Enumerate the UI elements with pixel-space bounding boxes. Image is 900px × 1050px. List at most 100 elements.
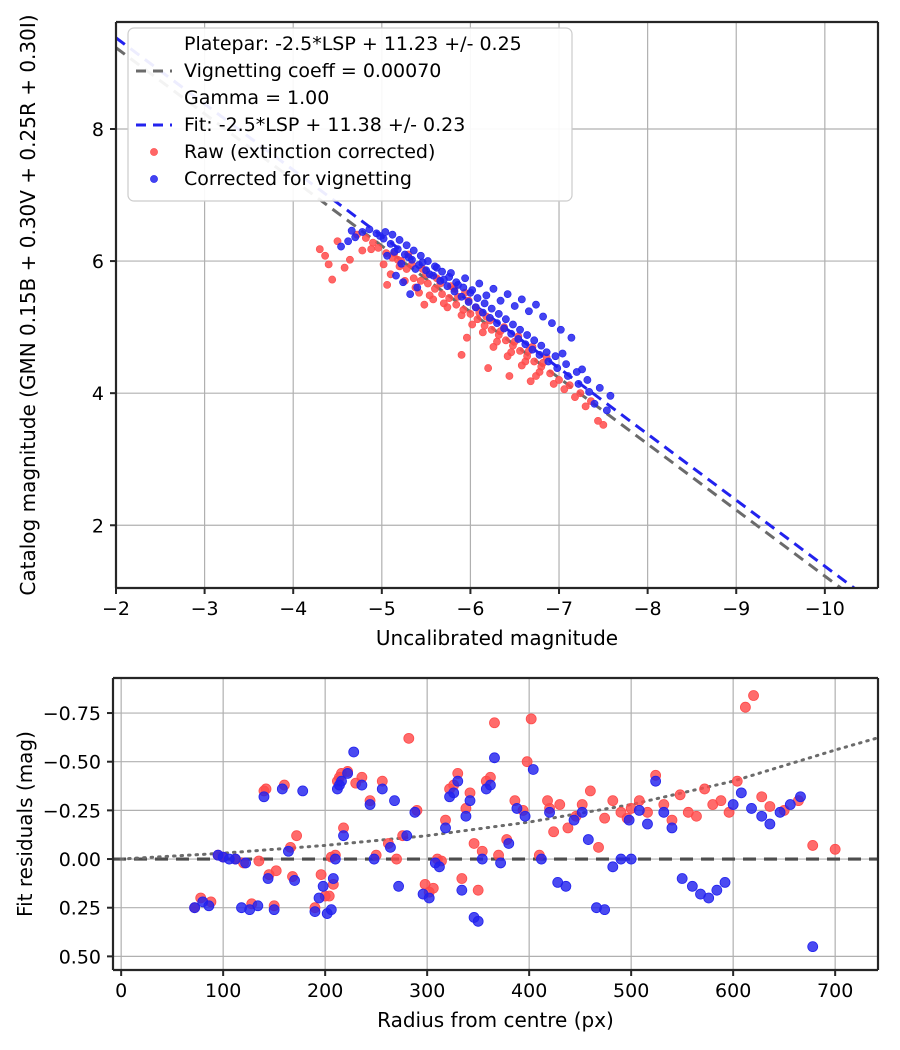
data-point bbox=[525, 713, 537, 725]
data-point bbox=[438, 267, 446, 276]
data-point bbox=[510, 302, 519, 310]
data-point bbox=[553, 364, 562, 372]
y-tick-label: 2 bbox=[92, 515, 104, 537]
data-point bbox=[625, 853, 637, 865]
data-point bbox=[433, 861, 445, 873]
data-point bbox=[585, 387, 594, 396]
data-point bbox=[376, 232, 384, 240]
data-point bbox=[340, 263, 349, 272]
data-point bbox=[764, 801, 776, 812]
data-point bbox=[606, 391, 615, 400]
data-point bbox=[329, 853, 341, 865]
lower-xaxis-label: Radius from centre (px) bbox=[377, 1008, 614, 1032]
data-point bbox=[486, 313, 494, 322]
data-point bbox=[445, 294, 454, 302]
data-point bbox=[253, 855, 265, 867]
data-point bbox=[487, 325, 496, 334]
data-point bbox=[582, 834, 594, 845]
data-point bbox=[473, 315, 482, 324]
data-point bbox=[551, 352, 560, 361]
data-point bbox=[443, 282, 452, 291]
data-point bbox=[487, 304, 496, 313]
data-point bbox=[593, 841, 604, 853]
data-point bbox=[223, 853, 235, 865]
data-point bbox=[425, 270, 434, 279]
data-point bbox=[686, 880, 698, 892]
data-point bbox=[342, 767, 354, 779]
data-point bbox=[480, 321, 489, 330]
y-tick-label: 8 bbox=[92, 119, 104, 141]
data-point bbox=[528, 345, 537, 354]
data-point bbox=[374, 243, 383, 252]
data-point bbox=[252, 900, 264, 912]
data-point bbox=[516, 325, 524, 334]
data-point bbox=[478, 328, 487, 337]
data-point bbox=[327, 873, 339, 884]
data-point bbox=[542, 348, 551, 357]
data-point bbox=[258, 791, 270, 803]
data-point bbox=[462, 333, 471, 342]
lower-yaxis-label: Fit residuals (mag) bbox=[13, 731, 37, 917]
data-point bbox=[576, 806, 588, 818]
data-point bbox=[756, 791, 768, 803]
data-point bbox=[356, 779, 368, 791]
x-tick-label: −5 bbox=[368, 598, 396, 620]
data-point bbox=[784, 799, 796, 810]
data-point bbox=[472, 884, 484, 896]
legend-label: Fit: -2.5*LSP + 11.38 +/- 0.23 bbox=[184, 114, 465, 136]
data-point bbox=[560, 385, 569, 394]
data-point bbox=[392, 271, 400, 280]
data-point bbox=[807, 941, 819, 953]
legend-entry: Fit: -2.5*LSP + 11.38 +/- 0.23 bbox=[136, 114, 465, 136]
upper-panel: −2 −3 −4 −5 −6 −7 −8 −9 −10 2 4 6 8 Uncalibrated magn… bbox=[16, 14, 880, 650]
legend-entry: Vignetting coeff = 0.00070 bbox=[136, 60, 441, 82]
data-point bbox=[456, 873, 468, 884]
series-corrected bbox=[337, 225, 615, 415]
data-point bbox=[581, 402, 590, 411]
data-point bbox=[495, 857, 507, 869]
data-point bbox=[517, 361, 526, 370]
data-point bbox=[439, 299, 448, 308]
data-point bbox=[558, 349, 567, 358]
data-point bbox=[517, 295, 526, 304]
data-point bbox=[484, 364, 493, 372]
data-point bbox=[602, 406, 611, 415]
data-point bbox=[336, 775, 347, 787]
data-point bbox=[530, 357, 539, 366]
data-point bbox=[240, 857, 252, 869]
legend-entry: Corrected for vignetting bbox=[150, 168, 412, 190]
data-point bbox=[389, 795, 400, 807]
data-point bbox=[503, 838, 515, 849]
data-point bbox=[409, 274, 418, 283]
data-point bbox=[297, 785, 309, 797]
data-point bbox=[562, 360, 571, 369]
data-point bbox=[514, 335, 523, 343]
data-point bbox=[262, 873, 274, 884]
data-point bbox=[676, 873, 688, 884]
data-point bbox=[468, 838, 480, 849]
x-tick-label: −2 bbox=[102, 598, 130, 620]
data-point bbox=[748, 690, 759, 701]
data-point bbox=[461, 274, 470, 283]
y-tick-label: 0.00 bbox=[59, 849, 101, 871]
data-point bbox=[369, 238, 377, 247]
data-point bbox=[337, 242, 345, 251]
data-point bbox=[505, 372, 514, 380]
data-point bbox=[473, 294, 482, 302]
data-point bbox=[523, 331, 532, 339]
data-point bbox=[427, 882, 439, 894]
legend-swatch-raw bbox=[150, 148, 158, 156]
data-point bbox=[448, 787, 460, 799]
data-point bbox=[385, 841, 396, 853]
x-tick-label: 700 bbox=[817, 980, 853, 1002]
data-point bbox=[388, 230, 397, 239]
data-point bbox=[390, 247, 399, 256]
data-point bbox=[633, 795, 645, 807]
data-point bbox=[445, 273, 454, 281]
legend-label: Corrected for vignetting bbox=[184, 168, 412, 190]
data-point bbox=[509, 320, 517, 329]
data-point bbox=[344, 237, 353, 246]
x-tick-label: −6 bbox=[456, 598, 484, 620]
data-point bbox=[338, 830, 349, 842]
y-tick-label: 0.25 bbox=[59, 898, 101, 920]
